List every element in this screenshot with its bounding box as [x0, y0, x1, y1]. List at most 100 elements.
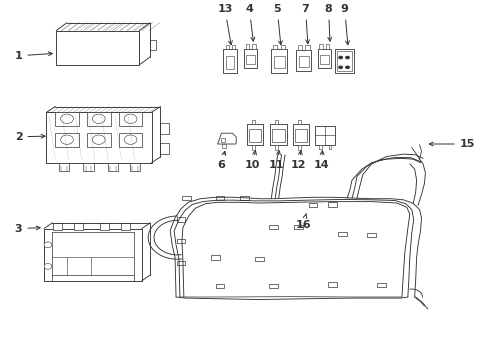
Bar [176, 217, 185, 222]
Text: 1: 1 [15, 51, 52, 61]
Bar [271, 49, 286, 73]
Bar [182, 196, 191, 200]
Bar [231, 45, 235, 49]
Text: 2: 2 [15, 132, 45, 142]
Bar [215, 196, 224, 200]
Circle shape [338, 56, 343, 59]
Bar [246, 55, 254, 64]
Bar [55, 133, 79, 147]
Circle shape [92, 135, 105, 144]
Text: 14: 14 [313, 151, 328, 170]
Bar [225, 45, 228, 49]
Bar [55, 112, 79, 126]
Bar [269, 225, 278, 229]
Bar [293, 225, 302, 229]
Bar [325, 44, 328, 49]
Bar [160, 143, 169, 154]
Circle shape [61, 135, 73, 144]
Bar [272, 45, 277, 49]
Bar [308, 203, 317, 207]
Text: 3: 3 [15, 224, 40, 234]
Text: 13: 13 [217, 4, 232, 45]
Bar [46, 112, 151, 163]
Circle shape [338, 66, 343, 69]
Bar [215, 284, 224, 288]
Text: 11: 11 [268, 151, 284, 170]
Bar [150, 40, 156, 50]
Bar [297, 45, 301, 50]
Circle shape [345, 66, 349, 69]
Circle shape [44, 242, 52, 248]
Text: 9: 9 [340, 4, 349, 45]
Bar [337, 51, 351, 71]
Bar [210, 255, 219, 260]
Bar [223, 49, 237, 73]
Text: 12: 12 [290, 151, 305, 170]
Text: 6: 6 [217, 151, 225, 170]
Circle shape [124, 135, 137, 144]
Bar [119, 133, 142, 147]
Bar [318, 145, 321, 149]
Bar [296, 50, 310, 71]
Bar [246, 124, 263, 145]
Text: 5: 5 [273, 4, 282, 45]
Bar [220, 138, 225, 142]
Bar [305, 45, 309, 50]
Bar [319, 55, 328, 64]
Bar [56, 31, 139, 65]
Bar [59, 163, 69, 171]
Circle shape [124, 114, 137, 123]
Text: 15: 15 [428, 139, 474, 149]
Text: 10: 10 [244, 151, 260, 170]
Bar [87, 133, 110, 147]
Bar [254, 257, 263, 261]
Bar [251, 145, 255, 150]
Bar [121, 223, 130, 230]
Bar [100, 223, 109, 230]
Bar [240, 196, 248, 200]
Bar [297, 120, 301, 124]
Bar [317, 49, 330, 68]
Text: 4: 4 [245, 4, 254, 41]
Bar [366, 233, 375, 237]
Bar [244, 49, 256, 68]
Bar [319, 44, 322, 49]
Bar [281, 45, 285, 49]
Bar [119, 112, 142, 126]
Bar [176, 261, 185, 265]
Bar [292, 124, 308, 145]
Circle shape [345, 56, 349, 59]
Bar [245, 44, 248, 49]
Bar [272, 129, 284, 141]
Circle shape [92, 114, 105, 123]
Bar [337, 232, 346, 236]
Bar [222, 144, 226, 148]
Bar [335, 49, 353, 73]
Bar [315, 126, 334, 145]
Bar [176, 239, 185, 243]
Bar [129, 163, 140, 171]
Bar [44, 229, 142, 281]
Bar [251, 120, 255, 124]
Bar [275, 145, 278, 150]
Bar [87, 112, 110, 126]
Bar [107, 163, 118, 171]
Bar [327, 202, 336, 207]
Bar [294, 129, 306, 141]
Bar [328, 145, 331, 149]
Polygon shape [217, 133, 236, 144]
Bar [160, 123, 169, 134]
Bar [248, 129, 261, 141]
Bar [297, 145, 301, 150]
Bar [226, 56, 234, 69]
Bar [376, 283, 385, 287]
Circle shape [44, 264, 52, 269]
Text: 7: 7 [301, 4, 309, 44]
Bar [270, 124, 286, 145]
Bar [252, 44, 255, 49]
Text: 8: 8 [324, 4, 332, 41]
Circle shape [61, 114, 73, 123]
Bar [327, 282, 336, 287]
Bar [269, 284, 278, 288]
Bar [275, 120, 278, 124]
